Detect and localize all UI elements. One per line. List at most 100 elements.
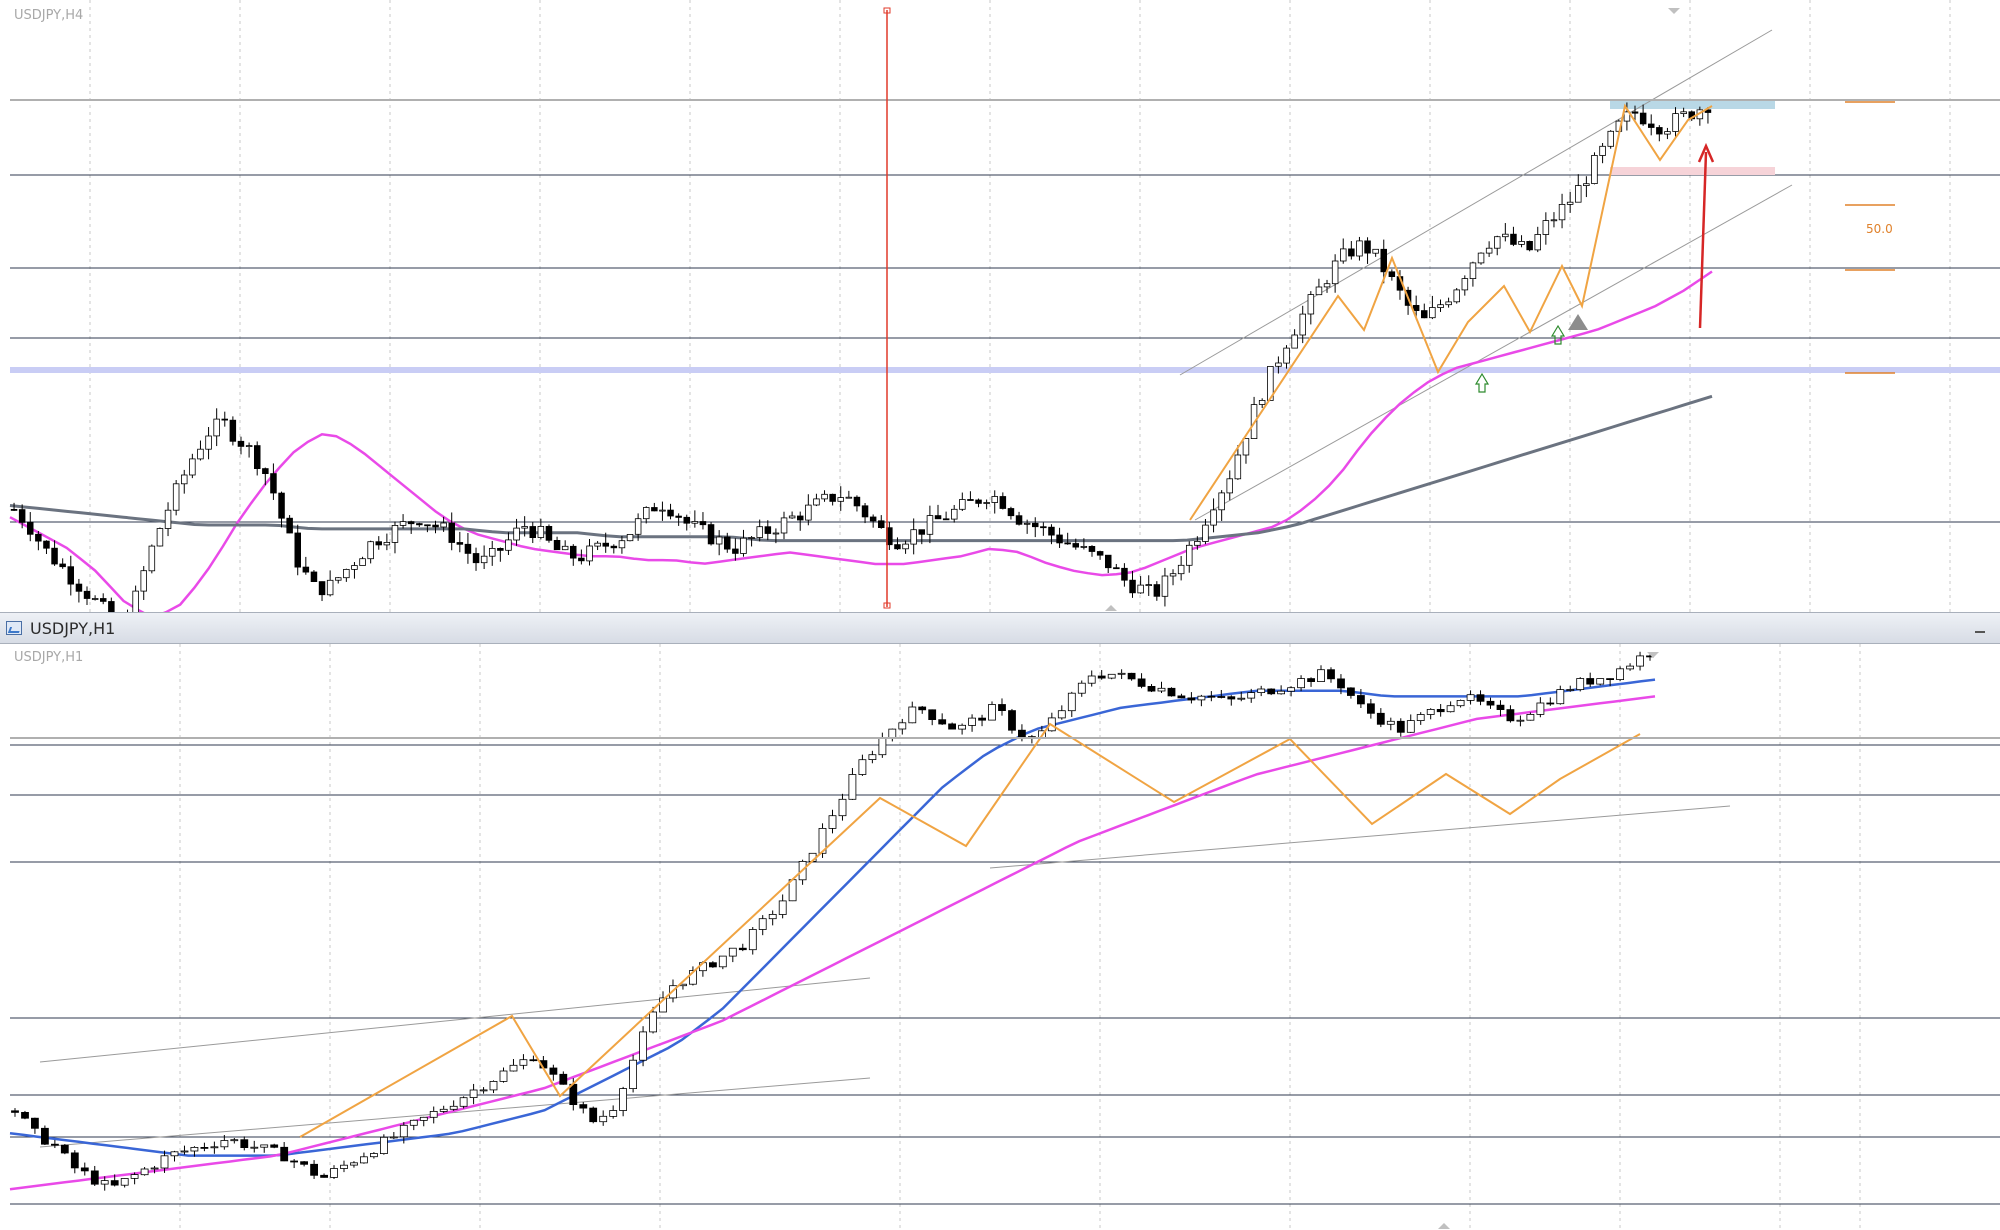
candle-body	[391, 525, 399, 543]
candle-body	[253, 445, 261, 470]
candle-body	[489, 1080, 498, 1091]
candle-body	[1576, 678, 1585, 691]
candle-body	[691, 521, 699, 524]
candle-body	[509, 1064, 518, 1072]
candle-body	[1648, 123, 1655, 128]
target-arrow-head	[1697, 142, 1715, 163]
candle-body	[1247, 692, 1256, 699]
candle-body	[1461, 278, 1469, 291]
candle-body	[1145, 584, 1153, 586]
candle-body	[894, 544, 901, 550]
candle-body	[1558, 203, 1566, 221]
candle-body	[718, 955, 727, 968]
target-arrow-line	[1698, 151, 1708, 329]
candle-body	[968, 717, 976, 726]
candle-body	[1048, 526, 1055, 536]
candle-body	[732, 548, 739, 554]
candle-body	[1656, 127, 1663, 135]
candle-body	[1380, 248, 1388, 273]
candle-body	[448, 522, 455, 543]
candle-body	[1623, 111, 1631, 122]
candle-body	[479, 1089, 488, 1092]
candle-body	[999, 496, 1007, 509]
up-arrow-icon	[1474, 372, 1490, 393]
candle-body	[1077, 682, 1086, 694]
candle-body	[1445, 301, 1452, 306]
trend-channel-line	[39, 977, 871, 1063]
candle-body	[838, 798, 847, 817]
candle-body	[1023, 522, 1031, 525]
candle-body	[310, 1163, 319, 1176]
candle-body	[610, 545, 618, 549]
candle-body	[1097, 675, 1106, 679]
candle-body	[845, 496, 853, 499]
candle-body	[416, 523, 423, 526]
candle-body	[545, 526, 553, 541]
candle-body	[80, 1167, 89, 1172]
candle-body	[340, 1164, 348, 1169]
trend-channel-line	[1179, 29, 1773, 376]
candle-body	[286, 517, 293, 534]
h4-chart-pane[interactable]: USDJPY,H4 50.0	[0, 0, 2000, 613]
candle-body	[988, 704, 996, 721]
candle-body	[869, 516, 877, 522]
candle-body	[926, 515, 934, 535]
candle-body	[205, 435, 212, 450]
candle-body	[1348, 248, 1355, 257]
candle-body	[189, 458, 196, 476]
candle-body	[351, 565, 358, 570]
chart-window-icon	[6, 621, 22, 635]
candle-body	[1323, 283, 1331, 288]
candle-body	[848, 774, 857, 800]
candle-body	[140, 570, 147, 592]
candle-body	[1337, 678, 1345, 689]
candle-body	[1347, 687, 1355, 696]
candle-body	[220, 1140, 229, 1148]
candle-body	[707, 524, 715, 545]
candle-body	[480, 555, 488, 564]
candle-body	[1167, 687, 1176, 697]
candle-body	[1015, 515, 1023, 525]
candle-body	[1080, 546, 1088, 548]
candle-body	[1317, 669, 1325, 683]
candle-body	[250, 1146, 259, 1149]
candle-body	[41, 1127, 49, 1145]
candle-body	[715, 536, 723, 545]
minimize-icon[interactable]	[1970, 619, 1990, 637]
candle-body	[1307, 294, 1315, 315]
candle-body	[983, 502, 990, 504]
candle-body	[861, 505, 869, 518]
h1-chart-pane[interactable]: USDJPY,H1	[0, 644, 2000, 1230]
candle-body	[439, 1108, 448, 1112]
candle-body	[998, 704, 1006, 711]
candle-body	[659, 997, 667, 1013]
candle-body	[764, 526, 772, 534]
candle-body	[683, 516, 691, 524]
candle-body	[1437, 304, 1444, 309]
scroll-marker-top	[1647, 652, 1659, 658]
candle-body	[464, 543, 472, 554]
h4-chart-canvas[interactable]	[0, 0, 2000, 612]
candle-body	[1258, 399, 1266, 405]
candle-body	[1534, 234, 1542, 251]
h1-window-titlebar[interactable]: USDJPY,H1	[0, 612, 2000, 644]
candle-body	[1502, 233, 1509, 238]
candle-body	[629, 1059, 637, 1090]
candle-body	[1526, 714, 1535, 721]
candle-body	[772, 532, 780, 535]
candle-body	[586, 545, 593, 562]
candle-body	[505, 539, 512, 551]
h1-chart-canvas[interactable]	[0, 644, 2000, 1230]
candle-body	[1469, 262, 1477, 279]
candle-body	[1550, 219, 1558, 222]
candle-body	[1466, 694, 1475, 701]
candle-body	[21, 1111, 29, 1119]
candle-body	[878, 738, 887, 756]
candle-body	[1157, 687, 1166, 692]
candle-body	[197, 448, 204, 460]
candle-body	[1416, 714, 1425, 721]
candle-body	[1257, 688, 1266, 693]
candle-body	[1234, 454, 1242, 480]
candle-body	[709, 962, 717, 968]
candle-body	[1421, 310, 1428, 319]
